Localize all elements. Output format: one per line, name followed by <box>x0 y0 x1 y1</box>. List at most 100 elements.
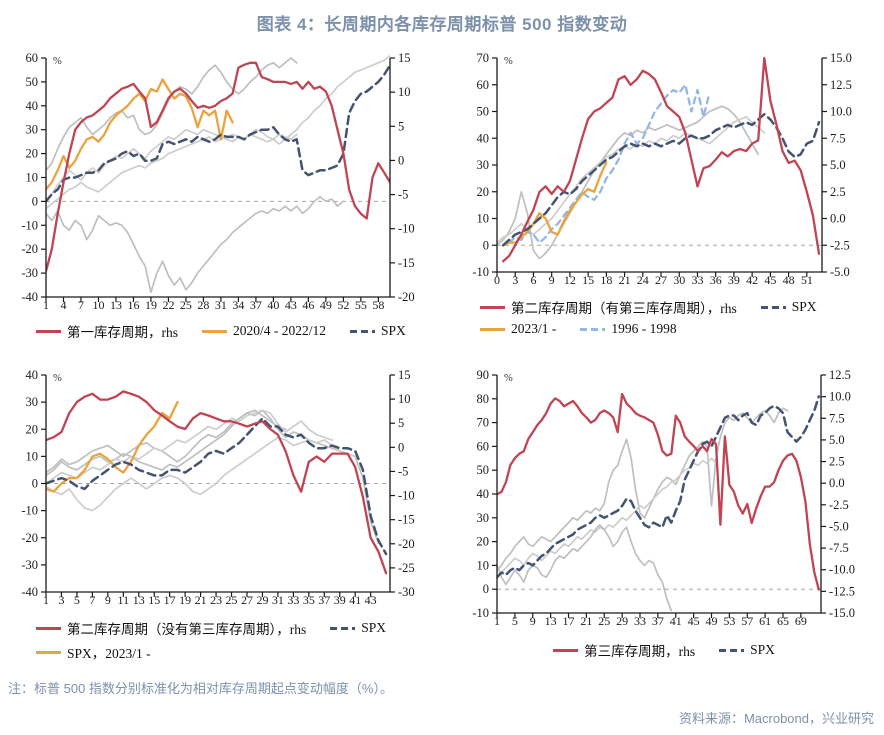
data-source: 资料来源：Macrobond，兴业研究 <box>678 711 874 726</box>
x-tick-label: 24 <box>637 273 649 287</box>
legend-label: 2023/1 - <box>511 321 557 336</box>
series-gray-cycle-a <box>497 407 789 572</box>
x-tick-label: 29 <box>616 614 628 628</box>
plot-second-cycle-with-third: 706050403020100-1015.012.510.07.55.02.50… <box>472 51 852 287</box>
right-tick-label: -7.5 <box>829 541 849 555</box>
right-tick-label: -5.0 <box>830 265 850 279</box>
x-tick-label: 29 <box>256 593 268 607</box>
left-tick-label: -10 <box>472 606 489 620</box>
legend-line-swatch <box>36 329 61 333</box>
left-tick-label: -40 <box>21 585 38 599</box>
series-gray-cycle-a <box>46 57 298 172</box>
plot-third-cycle: 90 80 70 60 50 40 30 20 10 0 -10 12.5 10.0 7.5 5.0 2.5 0… <box>472 368 855 628</box>
left-tick-label: 80 <box>477 392 490 406</box>
right-tick-label: 0.0 <box>830 212 846 226</box>
series-second-inventory-cycle-without-third <box>46 390 388 575</box>
x-tick-label: 11 <box>118 593 130 607</box>
x-tick-label: 21 <box>619 273 631 287</box>
x-tick-label: 65 <box>777 614 789 628</box>
series-gray-cycle-c <box>46 409 287 474</box>
x-tick-label: 49 <box>320 298 332 312</box>
left-tick-label: 50 <box>477 105 490 119</box>
x-tick-label: 9 <box>549 273 555 287</box>
left-tick-label: 50 <box>477 463 490 477</box>
x-tick-label: 10 <box>92 298 104 312</box>
x-tick-label: 1 <box>494 614 500 628</box>
right-tick-label: 0 <box>398 440 404 454</box>
legend-dashed-line-swatch <box>350 329 375 333</box>
left-tick-label: 60 <box>477 439 490 453</box>
legend-line-swatch <box>480 305 505 309</box>
x-tick-label: 5 <box>512 614 518 628</box>
left-tick-label: 30 <box>26 395 39 409</box>
series-gray-cycle-b <box>497 115 766 244</box>
series-spx-2020-2022 <box>46 78 234 191</box>
legend-line-swatch <box>36 626 61 630</box>
x-tick-label: 18 <box>600 273 612 287</box>
x-tick-label: 0 <box>494 273 500 287</box>
figure-title: 图表 4：长周期内各库存周期标普 500 指数变动 <box>256 15 628 34</box>
right-tick-label: 10 <box>398 85 411 99</box>
legend-label: 第二库存周期（有第三库存周期），rhs <box>511 301 737 316</box>
right-tick-label: 2.5 <box>830 185 846 199</box>
chart-second-inventory-cycle-without-third: 40 30 20 10 0 -10 -20 -30 -40 15 10 5 0 -5 -10 -15 -20 -2… <box>8 358 440 668</box>
x-tick-label: 1 <box>43 593 49 607</box>
x-tick-label: 9 <box>530 614 536 628</box>
legend-label: 第二库存周期（没有第三库存周期），rhs <box>67 622 307 637</box>
legend-line-swatch <box>36 650 61 654</box>
legend-item: 第二库存周期（有第三库存周期），rhs <box>480 297 737 317</box>
left-tick-label: 30 <box>26 123 39 137</box>
right-tick-label: -20 <box>398 290 415 304</box>
chart-second-inventory-cycle-with-third: 70 60 50 40 30 20 10 0 -10 15.0 12.5 10.0 7.5 5.0 2.5 0… <box>452 45 876 355</box>
left-tick-label: 70 <box>477 51 490 65</box>
series-spx <box>46 417 388 556</box>
series-second-inventory-cycle-with-third <box>501 56 821 263</box>
right-tick-label: -15 <box>398 513 415 527</box>
x-tick-label: 61 <box>759 614 771 628</box>
legend-label: 2020/4 - 2022/12 <box>233 323 326 338</box>
x-tick-label: 7 <box>89 593 95 607</box>
legend-label: 第一库存周期，rhs <box>67 325 178 340</box>
legend-item: SPX <box>330 620 386 636</box>
plot-second-cycle-without-third: 403020100-10-20-30-40151050-5-10-15-20-2… <box>21 368 415 607</box>
left-tick-label: 10 <box>477 212 490 226</box>
series-gray-cycle-a <box>497 105 760 260</box>
x-tick-label: 28 <box>197 298 209 312</box>
series-first-inventory-cycle <box>46 61 390 273</box>
percent-axis-unit: % <box>53 373 62 384</box>
legend-label: SPX，2023/1 - <box>67 646 151 661</box>
right-tick-label: -5.0 <box>829 519 849 533</box>
left-tick-label: -20 <box>21 531 38 545</box>
legend-line-swatch <box>202 329 227 333</box>
x-tick-label: 45 <box>764 273 776 287</box>
x-tick-label: 3 <box>512 273 518 287</box>
legend-item: SPX，2023/1 - <box>36 642 151 662</box>
footnote: 注：标普 500 指数分别标准化为相对库存周期起点变动幅度（%）。 <box>8 681 393 696</box>
left-tick-label: 30 <box>477 158 490 172</box>
x-tick-label: 25 <box>180 298 192 312</box>
right-tick-label: 0 <box>398 153 404 167</box>
legend-label: SPX <box>381 323 406 338</box>
left-tick-label: -30 <box>21 558 38 572</box>
x-tick-label: 58 <box>372 298 384 312</box>
legend-row: SPX，2023/1 - <box>36 642 151 662</box>
x-tick-label: 25 <box>598 614 610 628</box>
series-gray-cycle-d <box>46 128 298 203</box>
right-tick-label: -2.5 <box>829 498 849 512</box>
right-tick-label: -20 <box>398 537 415 551</box>
series-gray-cycle-b <box>46 54 390 210</box>
x-tick-label: 49 <box>706 614 718 628</box>
left-tick-label: 20 <box>477 535 490 549</box>
legend-item: SPX <box>760 299 817 315</box>
legend-row: 2023/1 - 1996 - 1998 <box>480 321 677 337</box>
series-gray-cycle-b <box>497 457 717 579</box>
right-tick-label: 15.0 <box>830 51 852 65</box>
x-tick-label: 5 <box>74 593 80 607</box>
percent-axis-unit: % <box>53 56 62 67</box>
x-tick-label: 25 <box>226 593 238 607</box>
legend-row: 第二库存周期（有第三库存周期），rhs SPX <box>480 297 817 317</box>
x-tick-label: 43 <box>365 593 377 607</box>
x-tick-label: 17 <box>563 614 575 628</box>
x-tick-label: 40 <box>267 298 279 312</box>
x-tick-label: 33 <box>287 593 299 607</box>
